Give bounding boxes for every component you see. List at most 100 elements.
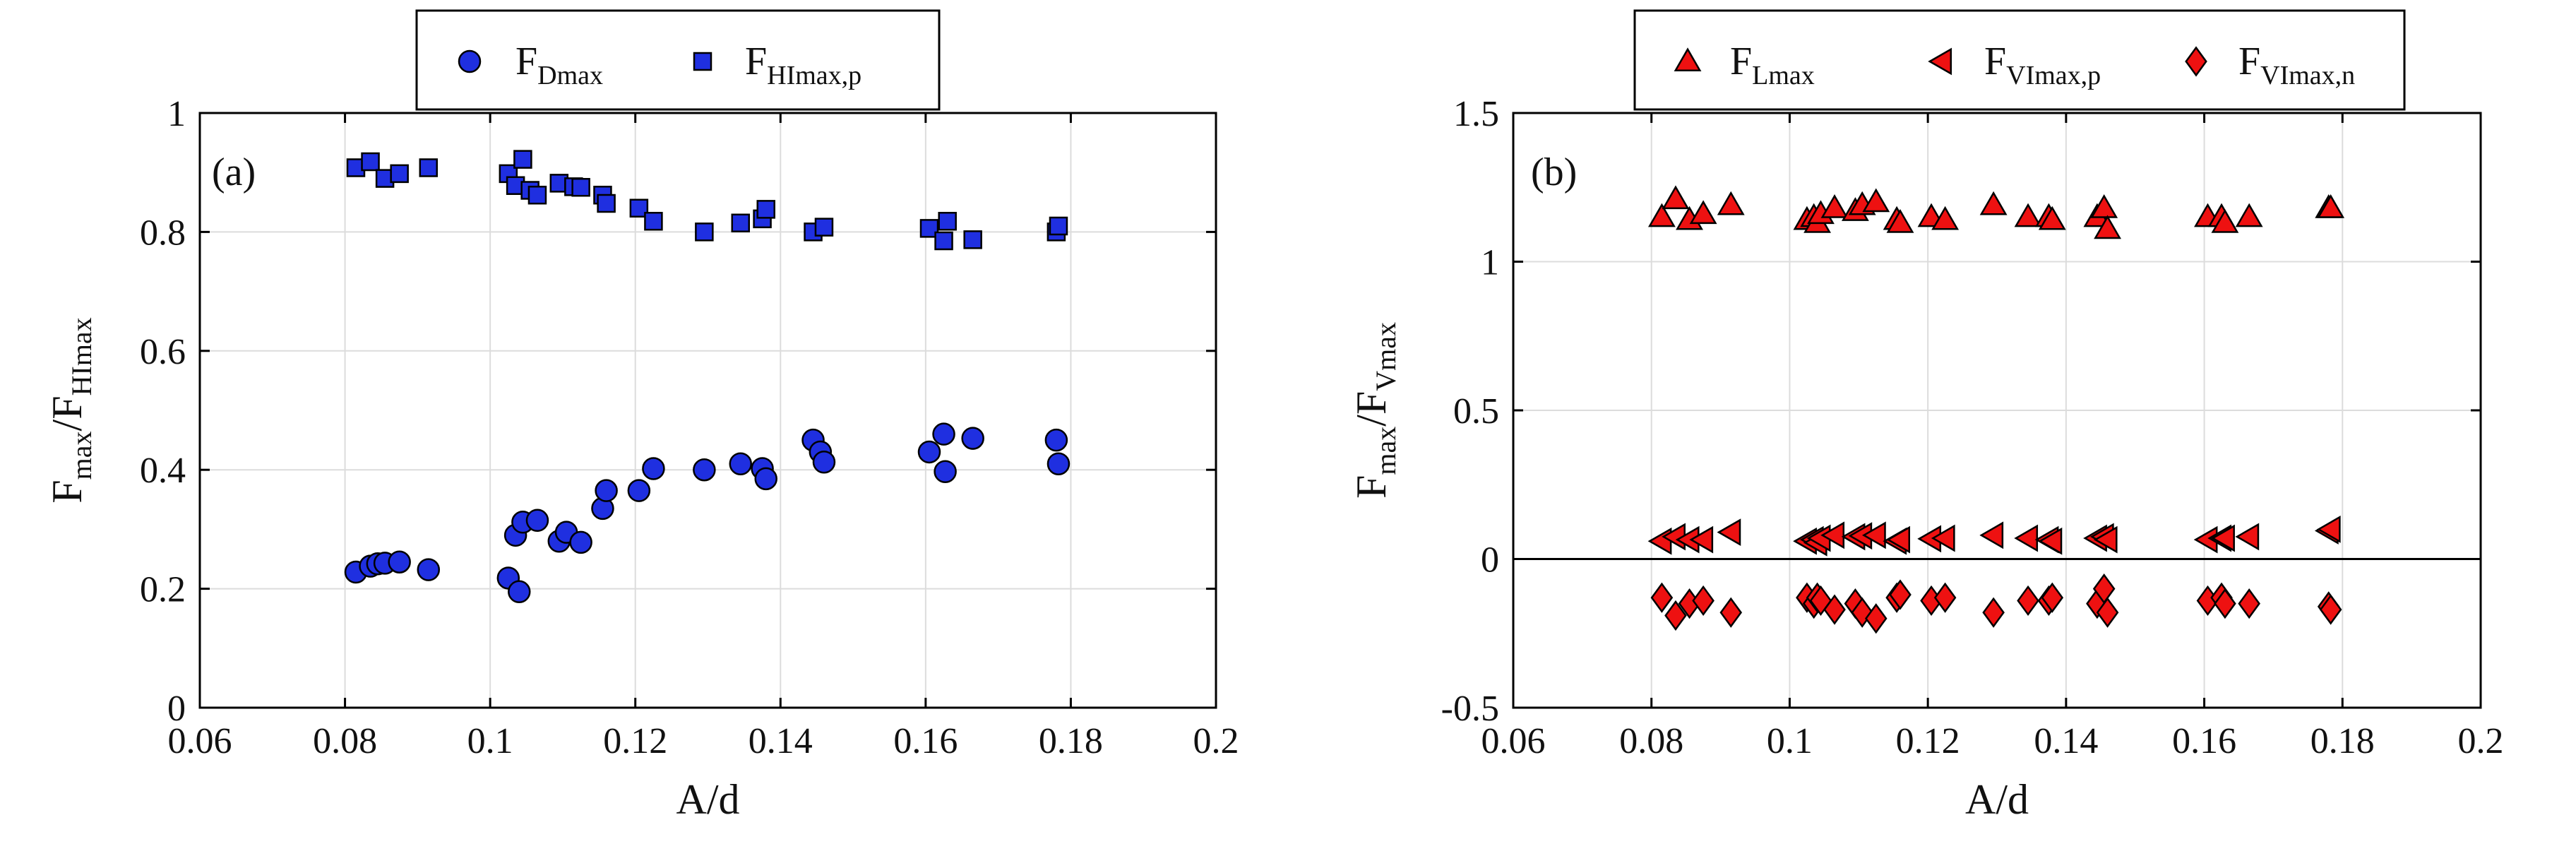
panel-label: (a) <box>212 150 256 194</box>
data-point <box>814 218 834 237</box>
data-point <box>627 479 651 502</box>
data-point <box>2038 527 2063 555</box>
legend-marker <box>2185 46 2207 77</box>
data-point <box>1851 597 1873 628</box>
data-point <box>2096 597 2119 628</box>
legend-label-base: F <box>1984 40 2006 83</box>
legend-entry-label: FLmax <box>1730 40 1815 90</box>
y-axis-label-sub: Vmax <box>1370 322 1402 391</box>
data-point <box>1647 203 1676 227</box>
data-point <box>756 200 775 219</box>
legend-label-base: F <box>1730 40 1752 83</box>
x-tick-label: 0.06 <box>1481 721 1546 761</box>
data-point <box>508 580 531 604</box>
data-point <box>346 158 366 177</box>
x-tick-label: 0.18 <box>1039 721 1103 761</box>
data-point <box>1886 525 1910 554</box>
data-point <box>1886 209 1914 233</box>
x-tick-label: 0.1 <box>1767 721 1813 761</box>
x-tick-label: 0.18 <box>2310 721 2375 761</box>
y-axis-label-part: /F <box>44 396 90 431</box>
data-point <box>2316 515 2341 543</box>
data-point <box>754 467 777 491</box>
axes-frame <box>198 112 1217 709</box>
data-point <box>417 558 441 581</box>
legend-marker <box>1674 47 1702 71</box>
y-tick-label: 1 <box>1481 243 1499 283</box>
data-point <box>1662 185 1690 210</box>
y-axis-label-sub: max <box>66 431 97 480</box>
y-tick-label: 0 <box>1481 540 1499 581</box>
data-point <box>934 231 953 251</box>
series-F_Lmax <box>1647 185 2345 239</box>
x-tick-label: 0.12 <box>1896 721 1960 761</box>
data-point <box>1820 194 1849 218</box>
y-tick-label: 0.6 <box>140 332 186 372</box>
data-point <box>1717 191 1745 215</box>
data-point <box>2094 215 2121 239</box>
x-tick-label: 0.1 <box>467 721 513 761</box>
y-tick-label: 0.2 <box>140 570 186 610</box>
data-point <box>932 422 955 446</box>
legend-marker <box>1928 47 1952 76</box>
y-axis-label-sub: max <box>1370 427 1402 475</box>
legend-entry-label: FDmax <box>515 40 603 90</box>
series-F_Dmax <box>344 422 1071 604</box>
y-tick-label: 0.8 <box>140 213 186 253</box>
data-point <box>527 185 547 205</box>
data-point <box>2093 525 2118 554</box>
data-point <box>2038 206 2066 230</box>
legend: FLmax FVImax,p FVImax,n <box>1633 9 2406 111</box>
chart-panel-a: 0.06 0.08 0.1 0.12 0.14 0.16 0.18 0.2 0 0.2 0.4 0.6… <box>44 9 1239 823</box>
legend-label-sub: VImax,p <box>2006 61 2101 90</box>
x-tick-label: 0.12 <box>603 721 667 761</box>
legend: FDmax FHImax,p <box>415 9 941 111</box>
y-tick-label: -0.5 <box>1441 689 1499 729</box>
legend-box <box>415 9 941 111</box>
data-point <box>388 550 411 573</box>
series-F_HImax,p <box>346 150 1068 251</box>
x-tick-label: 0.2 <box>1193 721 1239 761</box>
x-tick-label: 0.16 <box>2172 721 2236 761</box>
x-tick-label: 0.14 <box>2034 721 2098 761</box>
data-point <box>1692 585 1715 617</box>
data-point <box>1717 518 1741 547</box>
legend-entry-label: FVImax,p <box>1984 40 2101 90</box>
data-point <box>2319 594 2342 625</box>
y-axis-label-part: F <box>44 480 90 503</box>
data-point <box>513 150 532 169</box>
data-point <box>731 213 750 233</box>
chart-panel-b: 0.06 0.08 0.1 0.12 0.14 0.16 0.18 0.2 -0.5 0 0.5 1 1… <box>1348 9 2504 823</box>
legend-marker <box>458 49 482 73</box>
data-point <box>375 169 395 188</box>
data-point <box>1861 521 1886 549</box>
data-point <box>1664 600 1687 631</box>
data-point <box>934 460 957 483</box>
data-point <box>1689 200 1717 225</box>
data-point <box>1719 597 1743 628</box>
x-axis-label: A/d <box>676 776 740 823</box>
legend-label-base: F <box>515 40 537 83</box>
x-axis-label: A/d <box>1965 776 2029 823</box>
data-point <box>1689 525 1714 554</box>
data-point <box>2090 194 2118 218</box>
data-point <box>571 178 590 197</box>
data-point <box>2317 194 2345 218</box>
data-point <box>1862 188 1890 213</box>
y-tick-label: 0.4 <box>140 451 186 491</box>
data-point <box>1933 582 1957 613</box>
legend-label-base: F <box>2238 40 2260 83</box>
y-axis-label: Fmax/FHImax <box>44 317 97 503</box>
data-point <box>2211 209 2239 233</box>
data-point <box>642 457 665 480</box>
data-point <box>1889 579 1912 610</box>
data-point <box>595 479 618 502</box>
panel-label: (b) <box>1531 150 1577 194</box>
x-tick-label: 0.14 <box>749 721 813 761</box>
legend-entry-label: FVImax,n <box>2238 40 2355 90</box>
y-tick-label: 1.5 <box>1453 94 1499 134</box>
data-point <box>644 211 663 231</box>
data-point <box>1650 582 1674 613</box>
y-tick-label: 1 <box>167 94 186 134</box>
data-point <box>729 452 753 476</box>
